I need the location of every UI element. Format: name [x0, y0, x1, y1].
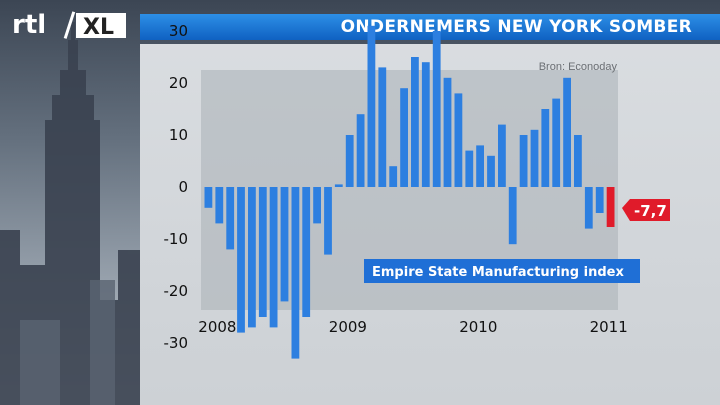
bar: [204, 187, 213, 208]
bar: [334, 184, 343, 187]
bar: [530, 129, 539, 187]
bar: [280, 187, 289, 302]
bar: [563, 77, 571, 187]
bar: [345, 135, 354, 187]
bar: [237, 187, 245, 333]
bar-series: [204, 25, 615, 359]
bar: [258, 187, 267, 317]
rtlxl-logo: rtl XL: [10, 6, 126, 42]
chart-source: Bron: Econoday: [539, 61, 618, 73]
bar: [487, 155, 495, 187]
bar: [291, 187, 300, 359]
y-tick-label: -10: [164, 230, 189, 248]
bar: [248, 187, 256, 328]
bar: [498, 124, 506, 187]
bar: [454, 93, 463, 187]
logo-text-left: rtl: [12, 10, 46, 40]
y-tick-label: 20: [169, 74, 188, 92]
bar: [443, 77, 452, 187]
x-tick-label: 2011: [590, 318, 628, 336]
bar: [324, 187, 332, 255]
bar: [269, 187, 278, 328]
legend-box: Empire State Manufacturing index: [364, 259, 640, 283]
bar: [313, 187, 321, 224]
bar: [356, 114, 365, 187]
chart-title: Empire State Manufacturing index: [372, 265, 624, 280]
bar: [465, 150, 474, 187]
bar: [421, 62, 430, 188]
bar: [400, 88, 408, 187]
title-bar: ONDERNEMERS NEW YORK SOMBER: [140, 14, 720, 40]
logo-text-right: XL: [83, 15, 114, 40]
x-tick-label: 2009: [329, 318, 367, 336]
y-tick-label: 10: [169, 126, 188, 144]
y-axis: 30 20 10 0 -10 -20 -30: [164, 22, 189, 352]
y-tick-label: -20: [164, 282, 189, 300]
callout-label: -7,7: [634, 202, 667, 220]
bar: [215, 187, 224, 224]
bar: [595, 187, 604, 213]
bar: [519, 135, 528, 187]
y-tick-label: -30: [164, 334, 189, 352]
bar: [302, 187, 311, 317]
page-title: ONDERNEMERS NEW YORK SOMBER: [340, 17, 692, 37]
bar: [552, 98, 561, 187]
bar: [378, 67, 387, 187]
bar: [541, 109, 550, 187]
bar: [574, 135, 582, 187]
bar: [367, 25, 376, 187]
y-tick-label: 0: [178, 178, 188, 196]
x-tick-label: 2008: [198, 318, 236, 336]
bar: [584, 187, 593, 229]
x-axis: 2008 2009 2010 2011: [198, 318, 627, 336]
y-tick-label: 30: [169, 22, 188, 40]
bar: [389, 166, 398, 187]
bar: [411, 57, 419, 187]
bar: [226, 187, 235, 250]
x-tick-label: 2010: [459, 318, 497, 336]
bar: [432, 31, 441, 187]
bar: [508, 187, 517, 245]
value-callout: -7,7: [622, 199, 670, 221]
bar-latest: [606, 187, 615, 227]
bar: [476, 145, 484, 187]
